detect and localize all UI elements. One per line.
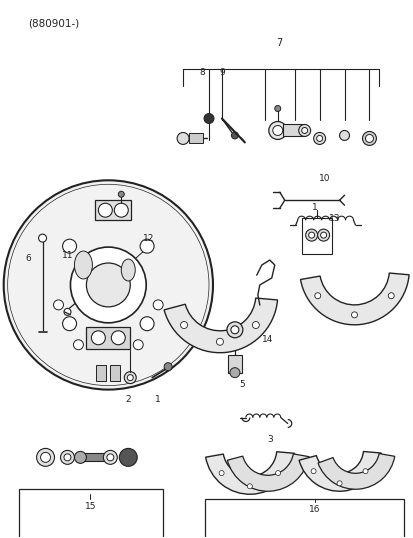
Circle shape <box>387 293 393 299</box>
Circle shape <box>140 317 154 331</box>
Text: 11: 11 <box>62 251 73 259</box>
Wedge shape <box>317 454 394 489</box>
Circle shape <box>111 331 125 345</box>
Circle shape <box>118 192 124 197</box>
Circle shape <box>98 203 112 217</box>
Text: 6: 6 <box>26 253 31 263</box>
Wedge shape <box>205 452 294 494</box>
Circle shape <box>103 450 117 464</box>
Circle shape <box>38 234 46 242</box>
Circle shape <box>153 300 163 310</box>
Circle shape <box>298 124 310 137</box>
Circle shape <box>70 247 146 323</box>
Wedge shape <box>164 298 277 353</box>
Circle shape <box>316 136 322 141</box>
Circle shape <box>362 131 375 145</box>
Circle shape <box>124 372 136 384</box>
Circle shape <box>365 134 373 143</box>
Circle shape <box>339 131 349 140</box>
Bar <box>189 133 202 144</box>
Circle shape <box>314 293 320 299</box>
Circle shape <box>305 229 317 241</box>
Circle shape <box>107 454 114 461</box>
Circle shape <box>62 239 76 253</box>
Wedge shape <box>299 451 380 491</box>
Circle shape <box>218 471 223 476</box>
Circle shape <box>320 232 326 238</box>
Text: 10: 10 <box>318 174 330 183</box>
Circle shape <box>274 105 280 111</box>
Text: 3: 3 <box>266 435 272 444</box>
Circle shape <box>164 363 172 371</box>
Circle shape <box>336 481 341 486</box>
Circle shape <box>53 300 63 310</box>
Text: 14: 14 <box>261 335 273 344</box>
Circle shape <box>310 469 315 473</box>
Circle shape <box>91 331 105 345</box>
Circle shape <box>252 322 259 329</box>
Circle shape <box>362 469 367 473</box>
Wedge shape <box>227 454 308 491</box>
Bar <box>110 365 120 380</box>
Circle shape <box>230 326 238 334</box>
Circle shape <box>62 317 76 331</box>
Bar <box>282 124 304 137</box>
Circle shape <box>36 448 55 466</box>
Circle shape <box>180 322 187 329</box>
Circle shape <box>140 239 154 253</box>
Bar <box>80 454 110 462</box>
Circle shape <box>204 114 214 124</box>
Ellipse shape <box>121 259 135 281</box>
Bar <box>19 489 163 538</box>
Circle shape <box>40 452 50 462</box>
Text: 8: 8 <box>199 68 204 77</box>
Circle shape <box>177 132 189 144</box>
Circle shape <box>127 374 133 380</box>
Circle shape <box>351 312 357 318</box>
Circle shape <box>216 338 223 345</box>
Circle shape <box>247 484 252 489</box>
Circle shape <box>268 122 286 139</box>
Circle shape <box>317 229 329 241</box>
Circle shape <box>301 128 307 133</box>
Text: 9: 9 <box>218 68 224 77</box>
Text: (880901-): (880901-) <box>28 19 80 29</box>
Text: 5: 5 <box>238 380 244 389</box>
Circle shape <box>86 263 130 307</box>
Circle shape <box>133 340 143 350</box>
Bar <box>204 499 404 538</box>
Bar <box>96 365 106 380</box>
Circle shape <box>229 367 239 378</box>
Text: 1: 1 <box>311 203 317 212</box>
Wedge shape <box>300 273 408 325</box>
Circle shape <box>74 451 86 463</box>
Circle shape <box>308 232 314 238</box>
Bar <box>301 218 331 254</box>
Bar <box>95 200 131 220</box>
Circle shape <box>226 322 242 338</box>
Text: 15: 15 <box>84 502 96 511</box>
Text: 2: 2 <box>125 395 131 404</box>
Text: 1: 1 <box>155 395 161 404</box>
Circle shape <box>272 125 282 136</box>
Text: 7: 7 <box>276 38 282 48</box>
Circle shape <box>60 450 74 464</box>
Circle shape <box>114 203 128 217</box>
Circle shape <box>4 180 212 390</box>
Circle shape <box>73 340 83 350</box>
Circle shape <box>275 471 280 476</box>
Ellipse shape <box>74 251 92 279</box>
Text: 13: 13 <box>328 214 339 223</box>
Bar <box>86 327 130 349</box>
Circle shape <box>64 308 71 315</box>
Circle shape <box>231 132 238 139</box>
Circle shape <box>64 454 71 461</box>
Circle shape <box>313 132 325 144</box>
Text: 16: 16 <box>308 505 320 514</box>
Circle shape <box>119 448 137 466</box>
Text: 12: 12 <box>142 233 154 243</box>
Bar <box>228 355 241 373</box>
